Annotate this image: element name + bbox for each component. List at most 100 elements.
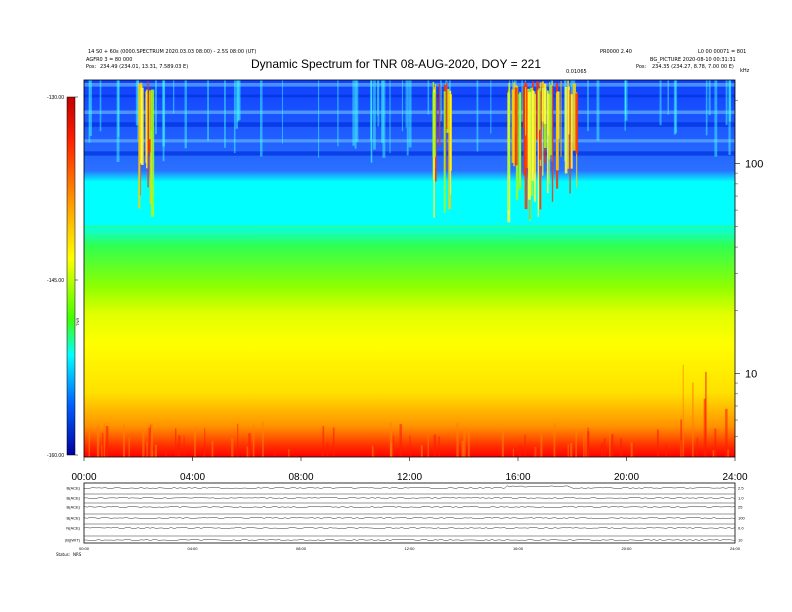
low-freq-spike bbox=[88, 430, 90, 457]
low-freq-spike bbox=[524, 434, 526, 457]
cyan-streak bbox=[352, 80, 355, 146]
lower-row-scale: 25 bbox=[738, 505, 743, 510]
low-freq-spike bbox=[409, 435, 411, 457]
cyan-streak bbox=[725, 80, 728, 126]
low-freq-spike bbox=[237, 423, 239, 457]
low-freq-spike bbox=[696, 437, 699, 457]
low-freq-spike bbox=[463, 426, 466, 457]
cyan-streak bbox=[381, 80, 384, 143]
radio-burst-streak bbox=[150, 89, 155, 217]
low-freq-spike bbox=[533, 447, 536, 457]
low-freq-spike bbox=[540, 434, 543, 457]
cyan-streak bbox=[137, 80, 139, 141]
radio-burst-streak bbox=[139, 92, 141, 139]
radio-burst-streak bbox=[575, 93, 579, 155]
cyan-streak bbox=[317, 80, 320, 158]
low-freq-spike bbox=[433, 434, 437, 457]
cyan-streak bbox=[476, 80, 479, 152]
low-freq-spike bbox=[393, 435, 395, 457]
header-left-line2: AGFR0 3 = 80 000 bbox=[86, 57, 133, 63]
cyan-streak bbox=[224, 80, 226, 148]
lower-panel-frame bbox=[83, 482, 736, 544]
low-freq-spike bbox=[154, 444, 157, 457]
cyan-streak bbox=[389, 80, 391, 154]
radio-burst-streak bbox=[568, 86, 570, 135]
low-freq-spike bbox=[656, 429, 659, 457]
y-tick-label: 10 bbox=[745, 368, 757, 380]
cyan-streak bbox=[355, 80, 359, 142]
lower-row-scale: 100 bbox=[738, 516, 745, 521]
low-freq-spike bbox=[152, 450, 154, 457]
lower-row-scale: 2.5 bbox=[738, 486, 744, 491]
lower-row-label: B(ACE) bbox=[66, 505, 80, 510]
low-freq-spike bbox=[373, 445, 376, 457]
header-left-pos-value: 234.49 (234.01, 13.31, 7.589.03 E) bbox=[100, 64, 189, 70]
radio-burst-streak bbox=[508, 91, 510, 210]
low-freq-spike bbox=[274, 446, 276, 457]
low-freq-spike bbox=[467, 428, 470, 457]
low-freq-spike bbox=[703, 398, 707, 457]
header-right-pos-value: 234.35 (234.27, 8.78, 7.00 00 E) bbox=[652, 64, 734, 70]
x-tick-label: 00:00 bbox=[71, 472, 96, 483]
low-freq-spike bbox=[537, 450, 540, 457]
x-tick-label: 24:00 bbox=[722, 472, 747, 483]
radio-burst-streak bbox=[569, 94, 573, 169]
low-freq-spike bbox=[680, 419, 683, 457]
low-freq-spike bbox=[202, 449, 206, 457]
radio-burst-streak bbox=[519, 91, 522, 184]
lower-row-label: B(ACE) bbox=[66, 516, 80, 521]
lower-row-scale: 1.0 bbox=[738, 496, 744, 501]
cyan-streak bbox=[596, 80, 600, 141]
low-freq-spike bbox=[96, 425, 100, 457]
low-freq-spike bbox=[211, 441, 214, 457]
cyan-streak bbox=[281, 80, 283, 144]
radio-burst-streak bbox=[564, 86, 568, 174]
low-freq-spike bbox=[600, 442, 604, 457]
low-freq-spike bbox=[461, 440, 464, 457]
low-freq-spike bbox=[603, 438, 606, 457]
cyan-streak bbox=[337, 80, 339, 147]
radio-burst-streak bbox=[527, 92, 531, 200]
header-left-pos-label: Pos: bbox=[86, 64, 97, 70]
low-freq-spike bbox=[585, 431, 587, 457]
radio-burst-streak bbox=[149, 90, 151, 140]
lower-row-scale: 10 bbox=[738, 538, 743, 543]
radio-burst-streak bbox=[531, 90, 534, 181]
colorbar bbox=[66, 96, 76, 456]
cyan-streak bbox=[490, 80, 492, 134]
header-left-line1: 14 S0 + 60s (0000.SPECTRUM 2020.03.03 08… bbox=[88, 49, 257, 55]
lower-timeseries-panel: B(ACE) 2.5 B(ACE) 1.0 B(ACE) 25 B(ACE) 100 N(ACE… bbox=[65, 482, 745, 551]
low-freq-spike bbox=[174, 428, 177, 457]
colorbar-tick-label: -145.00 bbox=[47, 278, 64, 284]
low-freq-spike bbox=[326, 443, 329, 457]
radio-burst-streak bbox=[432, 91, 436, 157]
low-freq-spike bbox=[630, 442, 633, 457]
low-freq-spike bbox=[102, 432, 104, 457]
radio-burst-streak bbox=[537, 90, 540, 217]
cyan-streak bbox=[705, 80, 708, 136]
radio-burst-streak bbox=[525, 87, 527, 136]
radio-burst-streak bbox=[446, 88, 450, 133]
cyan-streak bbox=[563, 80, 566, 162]
cyan-streak bbox=[154, 80, 157, 135]
status-label: Status: bbox=[56, 552, 71, 557]
cyan-streak bbox=[408, 80, 412, 148]
cyan-streak bbox=[624, 80, 626, 131]
low-freq-spike bbox=[128, 437, 130, 457]
low-freq-spike bbox=[620, 438, 623, 457]
cyan-streak bbox=[370, 80, 372, 163]
cyan-streak bbox=[659, 80, 662, 126]
radio-burst-streak bbox=[536, 81, 540, 141]
low-freq-spike bbox=[149, 424, 152, 457]
low-freq-spike bbox=[150, 423, 153, 457]
cyan-streak bbox=[401, 80, 404, 132]
header-right-line1a: PR0000 2.40 bbox=[600, 49, 632, 55]
low-freq-spike bbox=[322, 426, 325, 457]
y-tick-label: 100 bbox=[745, 159, 763, 171]
header-right-line1b: L0 00 00071 = 801 bbox=[698, 49, 747, 55]
x-tick-label: 04:00 bbox=[180, 472, 205, 483]
lower-x-tick-label: 04:00 bbox=[187, 546, 198, 551]
cyan-streak bbox=[207, 80, 209, 141]
low-freq-spike bbox=[438, 436, 440, 457]
cyan-streak bbox=[377, 80, 380, 127]
